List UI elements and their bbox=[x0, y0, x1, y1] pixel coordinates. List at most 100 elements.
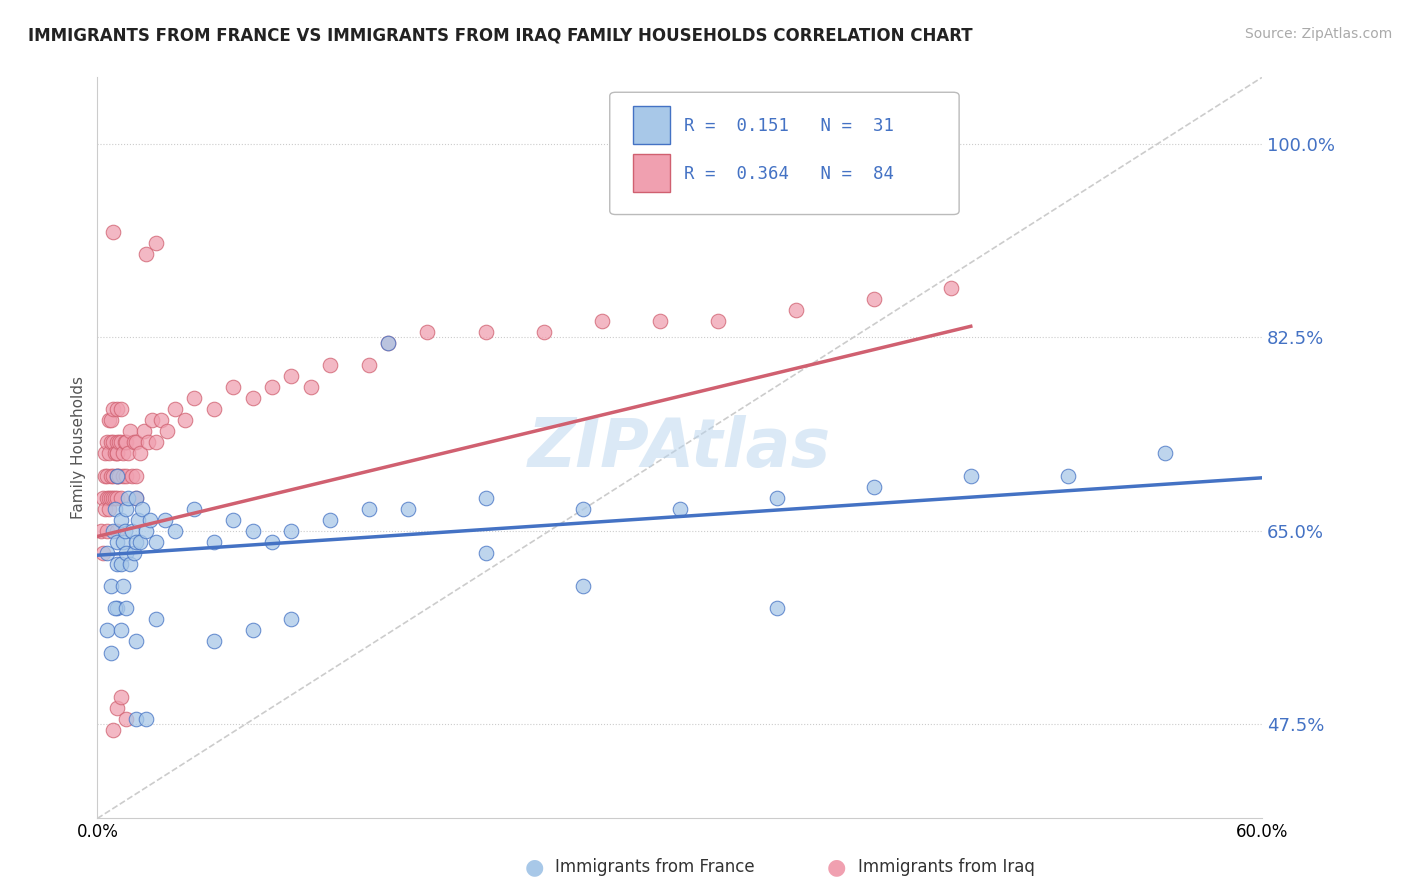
Point bbox=[1056, 468, 1078, 483]
Point bbox=[115, 712, 138, 726]
Point bbox=[105, 601, 128, 615]
Text: R =  0.151   N =  31: R = 0.151 N = 31 bbox=[685, 117, 894, 135]
Point bbox=[145, 236, 167, 251]
Point bbox=[359, 358, 381, 372]
Point bbox=[114, 524, 136, 538]
Point bbox=[101, 723, 124, 737]
Point bbox=[280, 369, 302, 384]
Point bbox=[107, 435, 129, 450]
Text: Source: ZipAtlas.com: Source: ZipAtlas.com bbox=[1244, 27, 1392, 41]
Point bbox=[110, 491, 132, 505]
Text: R =  0.364   N =  84: R = 0.364 N = 84 bbox=[685, 165, 894, 183]
Point bbox=[100, 579, 122, 593]
Point bbox=[139, 513, 162, 527]
Point bbox=[163, 402, 186, 417]
Point bbox=[571, 501, 593, 516]
Point bbox=[101, 402, 124, 417]
Point bbox=[765, 491, 787, 505]
Point bbox=[96, 435, 118, 450]
Point bbox=[96, 491, 118, 505]
Point bbox=[862, 292, 884, 306]
Point bbox=[155, 513, 177, 527]
Point bbox=[862, 480, 884, 494]
Point bbox=[136, 435, 159, 450]
Point bbox=[125, 491, 148, 505]
Point bbox=[122, 435, 145, 450]
Point bbox=[101, 225, 124, 239]
Point bbox=[150, 413, 173, 427]
Point bbox=[474, 325, 496, 339]
Point bbox=[141, 413, 163, 427]
Point bbox=[474, 491, 496, 505]
Point bbox=[110, 435, 132, 450]
Point bbox=[90, 524, 112, 538]
FancyBboxPatch shape bbox=[633, 153, 671, 193]
Point bbox=[110, 557, 132, 571]
Point bbox=[105, 701, 128, 715]
Point bbox=[242, 624, 264, 638]
Point bbox=[101, 468, 124, 483]
Text: ●: ● bbox=[827, 857, 846, 877]
Point bbox=[125, 468, 148, 483]
Point bbox=[474, 546, 496, 560]
Point bbox=[91, 546, 114, 560]
Point bbox=[135, 712, 157, 726]
Point bbox=[319, 358, 342, 372]
Point bbox=[100, 646, 122, 660]
Point bbox=[396, 501, 419, 516]
Point bbox=[125, 634, 148, 648]
FancyBboxPatch shape bbox=[633, 105, 671, 145]
Point bbox=[117, 491, 139, 505]
Point bbox=[202, 402, 225, 417]
Point bbox=[105, 468, 128, 483]
Point bbox=[96, 524, 118, 538]
Point bbox=[260, 380, 283, 394]
Point bbox=[115, 546, 138, 560]
Point bbox=[183, 501, 205, 516]
Point bbox=[98, 413, 121, 427]
Point bbox=[98, 446, 121, 460]
Point bbox=[115, 501, 138, 516]
Point bbox=[94, 468, 117, 483]
Point bbox=[105, 435, 128, 450]
Point bbox=[156, 425, 179, 439]
Point bbox=[115, 435, 138, 450]
Point bbox=[96, 624, 118, 638]
Point bbox=[785, 302, 807, 317]
Text: ZIPAtlas: ZIPAtlas bbox=[529, 415, 831, 481]
Point bbox=[135, 524, 157, 538]
Point bbox=[101, 491, 124, 505]
Point bbox=[359, 501, 381, 516]
Point bbox=[115, 468, 138, 483]
Point bbox=[183, 391, 205, 405]
Point bbox=[377, 335, 399, 350]
Point bbox=[125, 535, 148, 549]
Point bbox=[100, 468, 122, 483]
Text: ●: ● bbox=[524, 857, 544, 877]
Point bbox=[121, 524, 143, 538]
Point bbox=[98, 491, 121, 505]
Point bbox=[299, 380, 322, 394]
Point bbox=[242, 391, 264, 405]
Point bbox=[319, 513, 342, 527]
Point bbox=[107, 468, 129, 483]
Point bbox=[127, 513, 149, 527]
Point bbox=[125, 435, 148, 450]
Point bbox=[145, 535, 167, 549]
Point bbox=[707, 314, 730, 328]
Point bbox=[110, 624, 132, 638]
Point bbox=[104, 501, 127, 516]
Point bbox=[571, 579, 593, 593]
Point bbox=[129, 446, 152, 460]
Point bbox=[111, 535, 134, 549]
Point bbox=[125, 712, 148, 726]
Point bbox=[100, 413, 122, 427]
Point bbox=[125, 491, 148, 505]
Point bbox=[104, 491, 127, 505]
Point bbox=[941, 280, 963, 294]
Point bbox=[668, 501, 690, 516]
Point bbox=[105, 446, 128, 460]
Point bbox=[105, 535, 128, 549]
Point bbox=[105, 468, 128, 483]
Point bbox=[115, 601, 138, 615]
